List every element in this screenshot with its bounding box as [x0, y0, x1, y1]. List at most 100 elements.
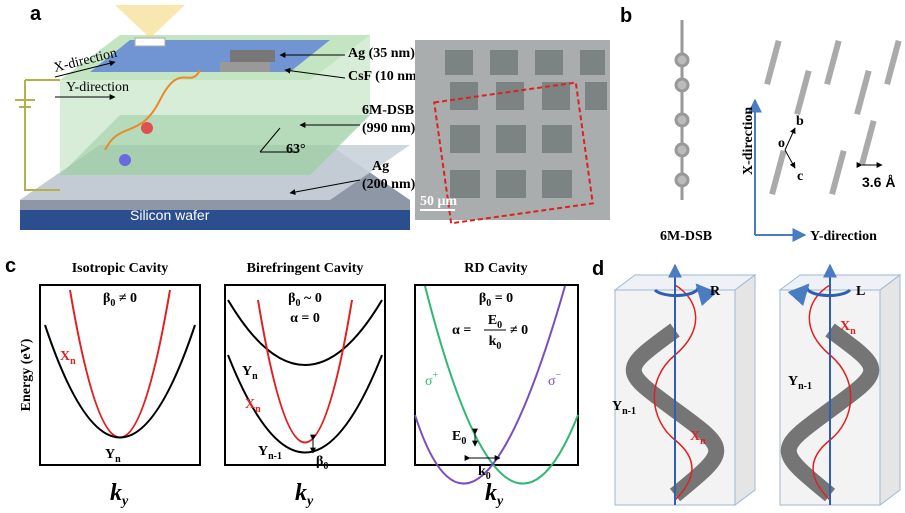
text-fragment: n-1 [622, 406, 636, 417]
text-fragment: X [690, 429, 700, 444]
text-fragment: E [452, 429, 461, 444]
shape-rect [542, 125, 572, 153]
text-fragment: Y [788, 374, 798, 389]
annotation: k0 [489, 334, 502, 352]
shape-circle [676, 174, 688, 186]
text-fragment: β [288, 291, 295, 306]
shape-circle [676, 54, 688, 66]
shape-rect [230, 50, 275, 62]
shape-rect [542, 170, 572, 198]
text-fragment: β [103, 291, 110, 306]
text-fragment: n [115, 454, 121, 465]
text-fragment: y [120, 494, 129, 509]
annotation: β0 ~ 0 [288, 291, 322, 309]
text-fragment: = 0 [491, 291, 513, 306]
annotation: (990 nm) [362, 121, 416, 136]
shape-rect [220, 62, 270, 72]
plot-title: Birefringent Cavity [247, 261, 364, 276]
shape-line [785, 128, 795, 150]
annotation: α = [452, 323, 471, 338]
text-fragment: 0 [496, 341, 501, 352]
shape-rect [884, 40, 901, 85]
text-fragment: + [433, 370, 439, 381]
text-fragment: X [245, 397, 255, 412]
shape-circle [676, 144, 688, 156]
text-fragment: 0 [497, 320, 502, 331]
text-fragment: − [556, 370, 562, 381]
shape-polygon [615, 275, 755, 290]
shape-rect [585, 82, 607, 110]
axis-label: X-direction [741, 107, 756, 175]
panel-label: a [30, 3, 42, 25]
text-fragment: y [495, 494, 504, 509]
text-fragment: k [478, 464, 486, 479]
text-fragment: n [70, 356, 76, 367]
text-fragment: ~ 0 [301, 291, 322, 306]
panel-c: c Energy (eV) Isotropic Cavity β0 ≠ 0 Xn… [5, 255, 578, 509]
handedness-label: L [856, 284, 865, 299]
shape-circle [676, 79, 688, 91]
shape-rect [445, 50, 473, 75]
text-fragment: k [489, 334, 497, 349]
shape-circle [141, 122, 153, 134]
annotation: ≠ 0 [510, 323, 528, 338]
curve-label: Xn [60, 349, 76, 367]
text-fragment: ≠ 0 [115, 291, 137, 306]
shape-polygon [735, 275, 755, 505]
shape-circle [676, 114, 688, 126]
text-fragment: X [60, 349, 70, 364]
x-axis-label: ky [485, 480, 504, 509]
panel-d: d R L Yn-1 Xn Xn Yn-1 [592, 258, 900, 505]
shape-rect [829, 150, 846, 195]
curve-label: σ+ [425, 370, 439, 389]
axis-label: c [797, 169, 803, 184]
shape-rect [135, 38, 165, 46]
shape-polygon [780, 275, 900, 290]
shape-rect [496, 82, 524, 110]
annotation: Y-direction [66, 80, 129, 95]
text-fragment: n [252, 371, 258, 382]
molecule-label: 6M-DSB [660, 229, 712, 244]
shape-rect [496, 170, 526, 198]
handedness-label: R [710, 284, 721, 299]
annotation: β0 [316, 454, 328, 472]
text-fragment: Y [612, 399, 622, 414]
shape-polygon [20, 210, 410, 230]
text-fragment: X [840, 319, 850, 334]
panel-label: d [592, 258, 604, 280]
axis-label: Y-direction [810, 229, 877, 244]
text-fragment: 0 [461, 436, 466, 447]
shape-rect [769, 150, 786, 195]
text-fragment: k [485, 480, 497, 506]
annotation: α = 0 [290, 311, 320, 326]
text-fragment: n-1 [798, 381, 812, 392]
text-fragment: 0 [323, 461, 328, 472]
text-fragment: n-1 [268, 451, 282, 462]
curve-label: σ− [548, 370, 562, 389]
curve-label: Yn-1 [258, 444, 282, 462]
text-fragment: Y [258, 444, 268, 459]
axis-label: o [778, 136, 785, 151]
shape-rect [824, 40, 841, 85]
scale-bar: 50 μm [420, 194, 457, 209]
annotation: 6M-DSB [362, 103, 414, 118]
annotation: β0 ≠ 0 [103, 291, 137, 309]
curve-label: Yn [105, 447, 121, 465]
shape-path [228, 300, 382, 365]
shape-rect [580, 50, 605, 75]
shape-g [676, 20, 688, 200]
shape-path [70, 290, 170, 438]
curve-label: Xn [245, 397, 261, 415]
panel-label: c [5, 255, 16, 277]
text-fragment: Y [105, 447, 115, 462]
annotation: 63° [286, 142, 306, 157]
annotation: Silicon wafer [130, 207, 210, 223]
shape-circle [119, 154, 131, 166]
text-fragment: n [850, 326, 856, 337]
shape-rect [450, 125, 480, 153]
curve-label: Yn [242, 364, 258, 382]
shape-path [15, 80, 60, 190]
shape-polygon [90, 40, 330, 72]
annotation: 3.6 Å [862, 174, 895, 190]
text-fragment: E [488, 313, 497, 328]
